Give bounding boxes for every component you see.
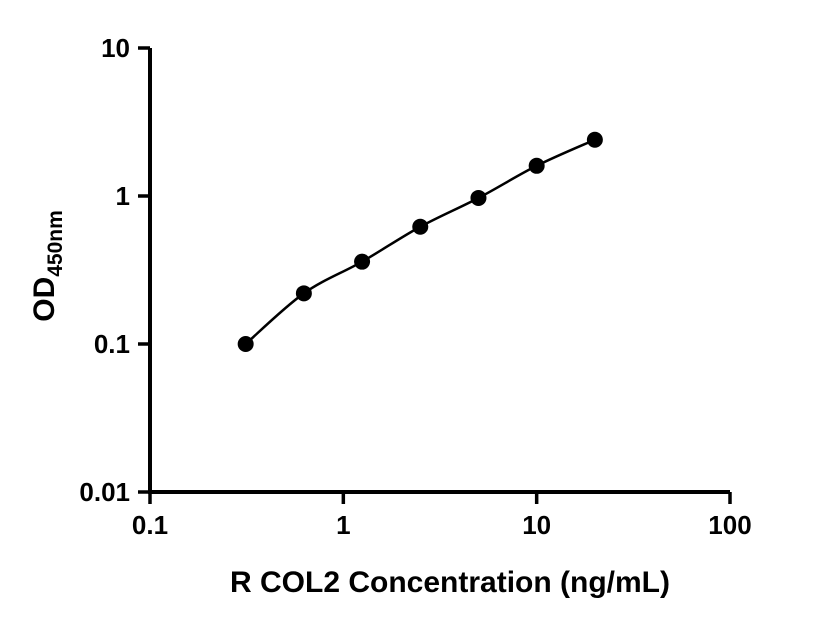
x-tick-label: 1 [336,510,350,540]
x-axis-title: R COL2 Concentration (ng/mL) [230,566,670,599]
x-tick-label: 10 [522,510,551,540]
y-axis-title-subscript: 450nm [44,210,67,277]
data-point [295,285,312,302]
data-point [470,189,487,206]
y-tick-label: 1 [116,181,130,211]
y-tick-label: 10 [101,33,130,63]
data-point [586,131,603,148]
series-layer [237,131,603,352]
y-tick-label: 0.1 [94,329,130,359]
x-tick-label: 0.1 [132,510,168,540]
y-axis-title-main: OD [28,277,61,322]
y-tick-label: 0.01 [79,477,130,507]
data-point [237,336,254,352]
data-point [528,157,545,174]
y-axis-title: OD450nm [28,210,67,322]
data-point [412,218,429,235]
axis-lines [148,48,730,494]
data-point [354,253,371,270]
x-tick-label: 100 [708,510,751,540]
